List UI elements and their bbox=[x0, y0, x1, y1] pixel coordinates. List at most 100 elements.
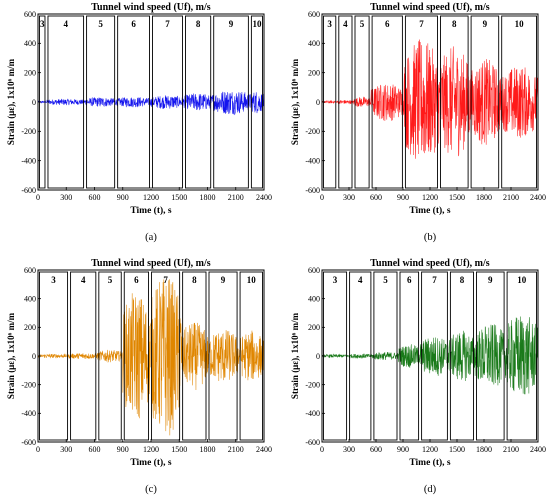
y-tick-label: -200 bbox=[21, 127, 36, 136]
stage-box-9 bbox=[470, 15, 500, 189]
x-tick-label: 2400 bbox=[530, 445, 546, 454]
x-tick-label: 2100 bbox=[503, 445, 519, 454]
signal-line bbox=[321, 316, 539, 395]
stage-label-3: 3 bbox=[327, 19, 332, 29]
y-axis-label: Strain (με), 1x10⁶ m/m bbox=[290, 312, 300, 399]
y-tick-label: -600 bbox=[21, 438, 36, 447]
stage-box-6 bbox=[371, 15, 403, 189]
signal-line bbox=[37, 91, 265, 116]
stage-box-8 bbox=[185, 15, 212, 189]
y-tick-label: 0 bbox=[32, 98, 36, 107]
stage-box-6 bbox=[399, 271, 420, 441]
stage-label-6: 6 bbox=[134, 275, 139, 285]
x-tick-label: 1800 bbox=[200, 445, 216, 454]
x-tick-label: 300 bbox=[343, 193, 355, 202]
stage-box-7 bbox=[421, 271, 448, 441]
stage-label-5: 5 bbox=[383, 275, 388, 285]
y-tick-label: -400 bbox=[21, 409, 36, 418]
x-tick-label: 900 bbox=[117, 193, 129, 202]
stage-label-4: 4 bbox=[343, 19, 348, 29]
y-tick-label: 0 bbox=[316, 98, 320, 107]
x-tick-label: 1800 bbox=[476, 193, 492, 202]
x-tick-label: 0 bbox=[320, 445, 324, 454]
y-tick-label: -200 bbox=[305, 127, 320, 136]
y-axis-label: Strain (με), 1x10⁶ m/m bbox=[6, 312, 16, 399]
stage-box-5 bbox=[86, 15, 116, 189]
y-tick-label: -200 bbox=[305, 380, 320, 389]
x-tick-label: 1500 bbox=[449, 193, 465, 202]
x-tick-label: 1500 bbox=[449, 445, 465, 454]
stage-box-6 bbox=[123, 271, 150, 441]
stage-label-7: 7 bbox=[165, 19, 170, 29]
stage-label-7: 7 bbox=[419, 19, 424, 29]
stage-box-10 bbox=[506, 271, 537, 441]
stage-label-8: 8 bbox=[196, 19, 201, 29]
stage-label-3: 3 bbox=[51, 275, 56, 285]
stage-box-5 bbox=[373, 271, 398, 441]
stage-label-6: 6 bbox=[385, 19, 390, 29]
stage-box-10 bbox=[250, 15, 263, 189]
x-tick-label: 1500 bbox=[171, 193, 187, 202]
stage-box-10 bbox=[239, 271, 263, 441]
chart-panel-3: Tunnel wind speed (Uf), m/s 3 4 5 6 7 8 9 10 -600… bbox=[290, 258, 546, 495]
chart-title: Tunnel wind speed (Uf), m/s bbox=[370, 258, 489, 269]
stage-box-6 bbox=[117, 15, 150, 189]
stage-box-8 bbox=[182, 271, 207, 441]
strain-signal bbox=[321, 316, 539, 395]
stage-label-9: 9 bbox=[229, 19, 234, 29]
x-tick-label: 1200 bbox=[143, 193, 159, 202]
x-tick-label: 2400 bbox=[256, 193, 272, 202]
stage-label-10: 10 bbox=[515, 19, 525, 29]
stage-box-9 bbox=[476, 271, 505, 441]
x-tick-label: 1200 bbox=[422, 193, 438, 202]
y-tick-label: 600 bbox=[308, 10, 320, 19]
x-axis-label: Time (t), s bbox=[130, 205, 172, 216]
stage-label-7: 7 bbox=[163, 275, 168, 285]
panel-caption: (d) bbox=[424, 484, 437, 495]
x-tick-label: 600 bbox=[89, 445, 101, 454]
stage-box-4 bbox=[47, 15, 85, 189]
chart-title: Tunnel wind speed (Uf), m/s bbox=[91, 258, 210, 269]
y-tick-label: 400 bbox=[24, 39, 36, 48]
stage-label-10: 10 bbox=[252, 19, 262, 29]
stage-label-6: 6 bbox=[407, 275, 412, 285]
x-tick-label: 0 bbox=[320, 193, 324, 202]
x-axis-label: Time (t), s bbox=[409, 457, 451, 468]
chart-panel-0: Tunnel wind speed (Uf), m/s 3 4 5 6 7 8 9 10 -600… bbox=[6, 2, 272, 243]
stage-label-9: 9 bbox=[221, 275, 226, 285]
stage-box-4 bbox=[349, 271, 372, 441]
x-tick-label: 1800 bbox=[476, 445, 492, 454]
stage-box-9 bbox=[208, 271, 238, 441]
x-tick-label: 300 bbox=[60, 193, 72, 202]
y-tick-label: 400 bbox=[308, 39, 320, 48]
stage-label-4: 4 bbox=[358, 275, 363, 285]
stage-box-5 bbox=[354, 15, 370, 189]
y-tick-label: -600 bbox=[305, 438, 320, 447]
chart-panel-1: Tunnel wind speed (Uf), m/s 3 4 5 6 7 8 9 10 -600… bbox=[290, 2, 546, 243]
stage-label-3: 3 bbox=[333, 275, 338, 285]
stage-box-7 bbox=[404, 15, 438, 189]
x-tick-label: 2400 bbox=[530, 193, 546, 202]
y-tick-label: 0 bbox=[316, 352, 320, 361]
signal-line bbox=[37, 279, 265, 436]
stage-label-7: 7 bbox=[432, 275, 437, 285]
y-tick-label: -600 bbox=[21, 186, 36, 195]
chart-title: Tunnel wind speed (Uf), m/s bbox=[370, 2, 489, 13]
x-tick-label: 600 bbox=[89, 193, 101, 202]
stage-label-6: 6 bbox=[131, 19, 136, 29]
stage-label-4: 4 bbox=[81, 275, 86, 285]
y-tick-label: 400 bbox=[24, 294, 36, 303]
stage-label-10: 10 bbox=[517, 275, 527, 285]
y-tick-label: 600 bbox=[24, 266, 36, 275]
y-tick-label: 200 bbox=[24, 323, 36, 332]
x-tick-label: 600 bbox=[370, 445, 382, 454]
x-tick-label: 2100 bbox=[503, 193, 519, 202]
stage-label-8: 8 bbox=[460, 275, 465, 285]
stage-label-4: 4 bbox=[64, 19, 69, 29]
x-tick-label: 300 bbox=[343, 445, 355, 454]
x-tick-label: 1800 bbox=[200, 193, 216, 202]
stage-label-9: 9 bbox=[488, 275, 493, 285]
x-tick-label: 2100 bbox=[228, 445, 244, 454]
y-tick-label: 200 bbox=[308, 323, 320, 332]
